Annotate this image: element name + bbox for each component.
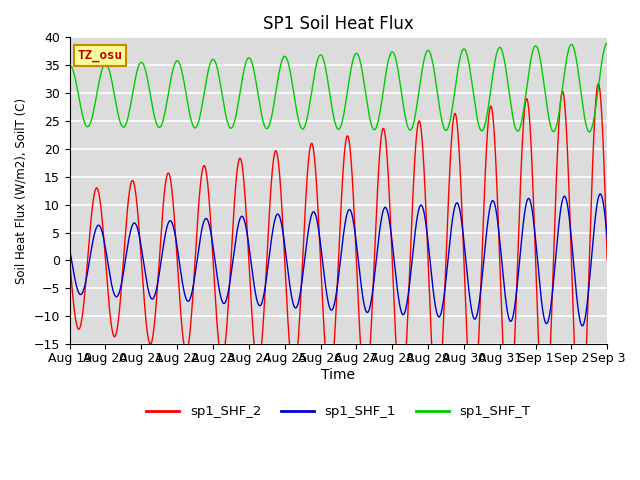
sp1_SHF_2 [271, 149, 279, 155]
sp1_SHF_1 [415, 205, 423, 211]
sp1_SHF_T [66, 62, 74, 68]
sp1_SHF_1 [271, 216, 279, 222]
Y-axis label: Soil Heat Flux (W/m2), SoilT (C): Soil Heat Flux (W/m2), SoilT (C) [15, 97, 28, 284]
sp1_SHF_1 [579, 323, 586, 329]
sp1_SHF_1 [66, 246, 74, 252]
X-axis label: Time: Time [321, 368, 355, 382]
Title: SP1 Soil Heat Flux: SP1 Soil Heat Flux [263, 15, 414, 33]
sp1_SHF_1 [604, 235, 611, 241]
sp1_SHF_2 [508, 396, 515, 401]
sp1_SHF_1 [467, 302, 475, 308]
sp1_SHF_1 [596, 191, 604, 197]
sp1_SHF_T [271, 94, 279, 100]
sp1_SHF_T [508, 107, 515, 113]
Legend: sp1_SHF_2, sp1_SHF_1, sp1_SHF_T: sp1_SHF_2, sp1_SHF_1, sp1_SHF_T [141, 400, 536, 423]
sp1_SHF_1 [508, 318, 515, 324]
Line: sp1_SHF_1: sp1_SHF_1 [70, 194, 607, 326]
sp1_SHF_2 [163, 171, 171, 177]
Line: sp1_SHF_T: sp1_SHF_T [70, 43, 607, 132]
sp1_SHF_2 [388, 254, 396, 260]
sp1_SHF_T [415, 86, 423, 92]
Line: sp1_SHF_2: sp1_SHF_2 [70, 84, 607, 433]
sp1_SHF_T [467, 72, 475, 78]
sp1_SHF_T [163, 97, 171, 103]
sp1_SHF_T [604, 40, 611, 46]
Text: TZ_osu: TZ_osu [77, 49, 123, 62]
sp1_SHF_T [586, 129, 593, 135]
sp1_SHF_2 [415, 118, 423, 124]
sp1_SHF_2 [467, 398, 475, 404]
sp1_SHF_1 [388, 238, 396, 244]
sp1_SHF_T [388, 49, 396, 55]
sp1_SHF_2 [604, 258, 611, 264]
sp1_SHF_1 [163, 223, 171, 228]
sp1_SHF_2 [595, 81, 602, 87]
sp1_SHF_2 [66, 258, 74, 264]
sp1_SHF_2 [577, 431, 584, 436]
